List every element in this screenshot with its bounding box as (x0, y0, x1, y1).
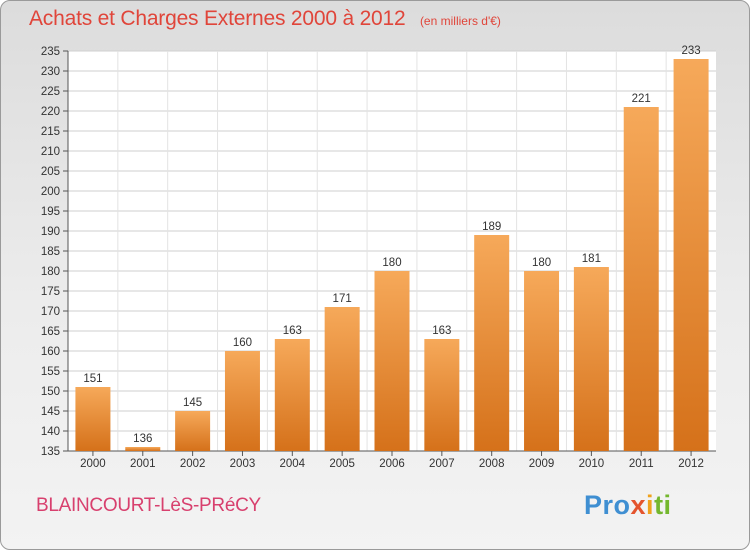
bar-value-label: 233 (681, 45, 700, 57)
y-tick-label: 215 (41, 126, 60, 138)
x-tick-label: 2000 (80, 458, 106, 470)
x-tick-label: 2006 (379, 458, 405, 470)
bar-value-label: 221 (632, 93, 651, 105)
place-name: BLAINCOURT-LèS-PRéCY (36, 495, 261, 516)
y-tick-label: 225 (41, 86, 60, 98)
y-tick-label: 150 (41, 386, 60, 398)
bar-2000 (75, 387, 111, 451)
bar-2004 (274, 339, 310, 451)
logo-part-3: i (646, 490, 655, 520)
bar-2006 (374, 271, 410, 451)
x-tick-label: 2005 (329, 458, 355, 470)
bar-value-label: 151 (83, 373, 102, 385)
proxiti-logo: Proxiti (584, 490, 672, 521)
y-tick-label: 185 (41, 246, 60, 258)
bar-value-label: 136 (133, 433, 152, 445)
y-tick-label: 205 (41, 166, 60, 178)
x-tick-label: 2007 (429, 458, 455, 470)
bar-2009 (524, 271, 560, 451)
bar-value-label: 145 (183, 397, 202, 409)
y-tick-label: 165 (41, 326, 60, 338)
bar-value-label: 171 (333, 293, 352, 305)
bar-2011 (623, 107, 659, 451)
y-tick-label: 190 (41, 226, 60, 238)
bar-value-label: 189 (482, 221, 501, 233)
bar-2002 (175, 411, 211, 451)
x-tick-label: 2003 (230, 458, 256, 470)
x-tick-label: 2009 (529, 458, 555, 470)
y-tick-label: 135 (41, 446, 60, 458)
bar-value-label: 180 (382, 257, 401, 269)
chart-unit: (en milliers d'€) (419, 14, 501, 28)
x-tick-label: 2011 (629, 458, 654, 470)
chart-title-block: Achats et Charges Externes 2000 à 2012 (… (29, 7, 501, 31)
chart-title: Achats et Charges Externes 2000 à 2012 (29, 7, 406, 30)
bar-2003 (224, 351, 260, 451)
y-tick-label: 220 (41, 106, 60, 118)
y-tick-label: 175 (41, 286, 60, 298)
x-tick-label: 2008 (479, 458, 505, 470)
y-tick-label: 200 (41, 186, 60, 198)
x-tick-label: 2012 (678, 458, 704, 470)
bar-2005 (324, 307, 360, 451)
y-tick-label: 145 (41, 406, 60, 418)
y-tick-label: 210 (41, 146, 60, 158)
bar-2012 (673, 59, 709, 451)
y-tick-label: 230 (41, 66, 60, 78)
y-tick-label: 160 (41, 346, 60, 358)
logo-part-1: Pro (584, 490, 631, 520)
x-tick-label: 2001 (130, 458, 156, 470)
bar-value-label: 181 (582, 253, 601, 265)
y-tick-label: 140 (41, 426, 60, 438)
bar-value-label: 163 (283, 325, 302, 337)
bar-2007 (424, 339, 460, 451)
y-tick-label: 170 (41, 306, 60, 318)
bar-value-label: 160 (233, 337, 252, 349)
x-tick-label: 2010 (579, 458, 605, 470)
bar-2008 (474, 235, 510, 451)
y-tick-label: 195 (41, 206, 60, 218)
logo-part-2: x (630, 490, 647, 520)
bar-value-label: 180 (532, 257, 551, 269)
y-tick-label: 180 (41, 266, 60, 278)
x-tick-label: 2004 (280, 458, 306, 470)
y-tick-label: 235 (41, 46, 60, 58)
bar-2001 (125, 447, 161, 451)
bar-value-label: 163 (432, 325, 451, 337)
x-tick-label: 2002 (180, 458, 206, 470)
y-tick-label: 155 (41, 366, 60, 378)
bar-2010 (573, 267, 609, 451)
logo-part-4: ti (654, 490, 672, 520)
